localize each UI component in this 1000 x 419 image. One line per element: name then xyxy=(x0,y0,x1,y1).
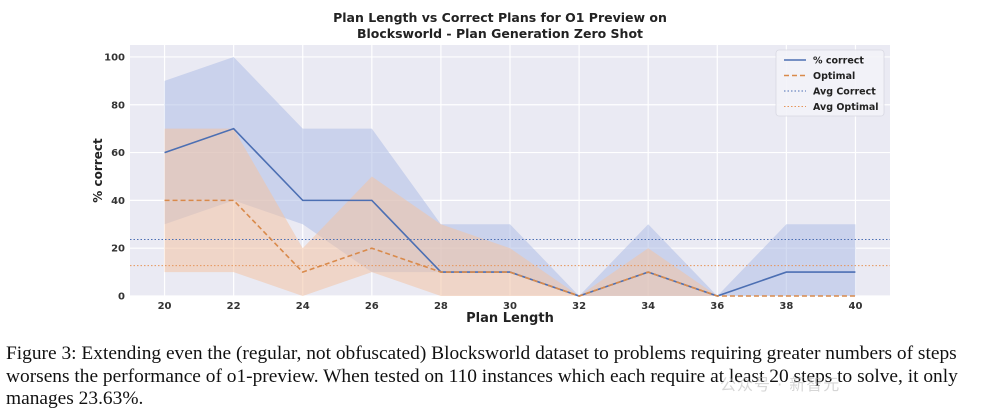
y-tick-label: 80 xyxy=(111,100,125,111)
x-tick-label: 34 xyxy=(641,301,655,312)
chart-title-line-1: Plan Length vs Correct Plans for O1 Prev… xyxy=(333,10,667,25)
legend-box xyxy=(775,49,885,117)
y-axis-label: % correct xyxy=(91,138,105,203)
figure-caption: Figure 3: Extending even the (regular, n… xyxy=(6,343,958,409)
x-tick-label: 32 xyxy=(572,301,586,312)
chart-title-line-2: Blocksworld - Plan Generation Zero Shot xyxy=(357,26,643,41)
x-tick-label: 36 xyxy=(710,301,724,312)
x-tick-label: 20 xyxy=(158,301,172,312)
x-tick-label: 24 xyxy=(296,301,310,312)
x-tick-label: 30 xyxy=(503,301,517,312)
legend-label: Avg Correct xyxy=(813,87,876,98)
legend-label: Optimal xyxy=(813,71,855,82)
x-tick-label: 22 xyxy=(227,301,241,312)
confidence-band-optimal xyxy=(164,128,856,296)
x-axis-label: Plan Length xyxy=(466,311,554,326)
y-tick-label: 40 xyxy=(111,196,125,207)
x-tick-label: 38 xyxy=(779,301,793,312)
x-tick-label: 40 xyxy=(848,301,862,312)
y-tick-label: 20 xyxy=(111,244,125,255)
x-tick-label: 26 xyxy=(365,301,379,312)
y-tick-label: 0 xyxy=(118,292,125,303)
legend: % correct Optimal Avg Correct Avg Optimal xyxy=(775,49,885,117)
y-tick-label: 100 xyxy=(104,52,125,63)
x-tick-label: 28 xyxy=(434,301,448,312)
legend-label: Avg Optimal xyxy=(813,102,879,113)
legend-label: % correct xyxy=(813,56,864,67)
series-line-optimal xyxy=(164,199,856,297)
y-tick-label: 60 xyxy=(111,148,125,159)
line-chart: Plan Length vs Correct Plans for O1 Prev… xyxy=(91,10,890,326)
